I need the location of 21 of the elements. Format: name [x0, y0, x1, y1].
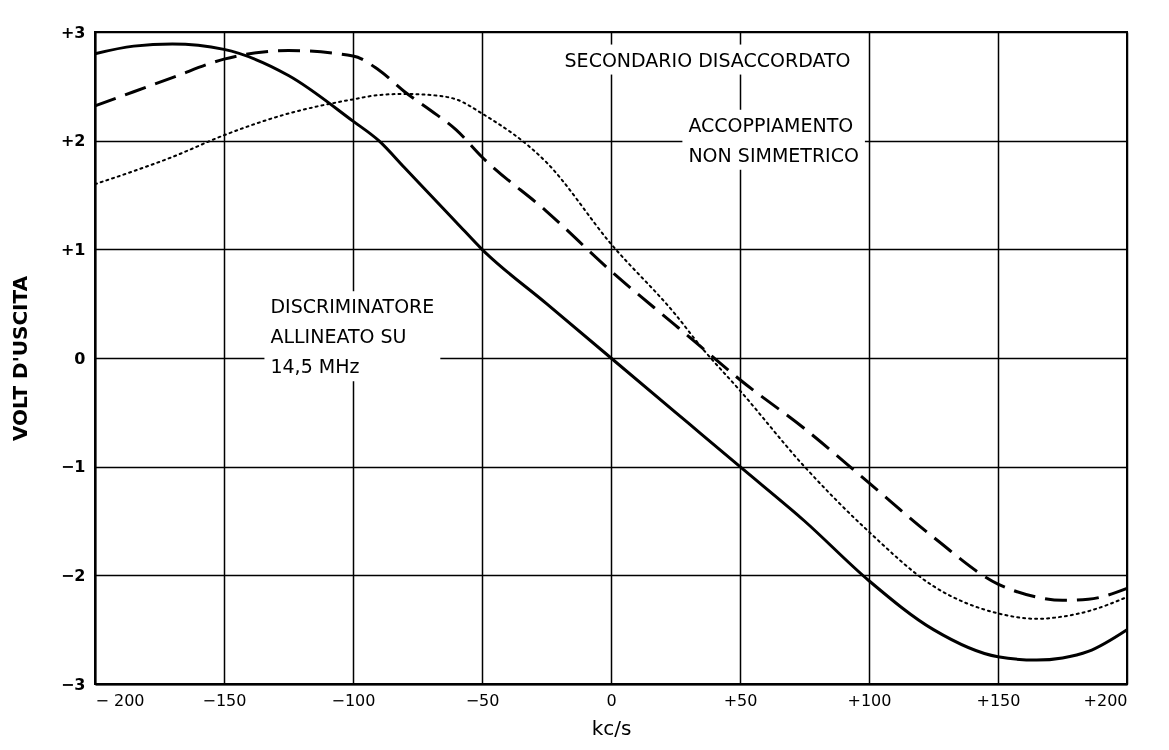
- x-tick-label: +200: [1083, 690, 1128, 710]
- x-tick-label: − 200: [95, 690, 145, 710]
- x-tick-label: −50: [465, 690, 500, 710]
- y-tick-label: −1: [60, 457, 86, 477]
- x-tick-label: +50: [723, 690, 758, 710]
- y-tick-label: +3: [60, 22, 86, 42]
- x-tick-label: −100: [331, 690, 376, 710]
- y-tick-label: −3: [60, 674, 86, 694]
- x-tick-label: 0: [606, 690, 617, 710]
- x-tick-label: −150: [202, 690, 247, 710]
- y-tick-label: +1: [60, 239, 86, 259]
- y-tick-label: 0: [74, 348, 86, 368]
- annotation: ACCOPPIAMENTO NON SIMMETRICO: [688, 113, 859, 166]
- y-tick-label: +2: [60, 131, 86, 151]
- annotation: DISCRIMINATORE ALLINEATO SU 14,5 MHz: [270, 295, 435, 378]
- y-axis-title: VOLT D'USCITA: [7, 275, 32, 442]
- annotation: SECONDARIO DISACCORDATO: [564, 48, 851, 71]
- y-tick-label: −2: [60, 565, 86, 585]
- x-axis-title: kc/s: [591, 715, 632, 740]
- x-tick-label: +150: [976, 690, 1021, 710]
- x-tick-label: +100: [847, 690, 892, 710]
